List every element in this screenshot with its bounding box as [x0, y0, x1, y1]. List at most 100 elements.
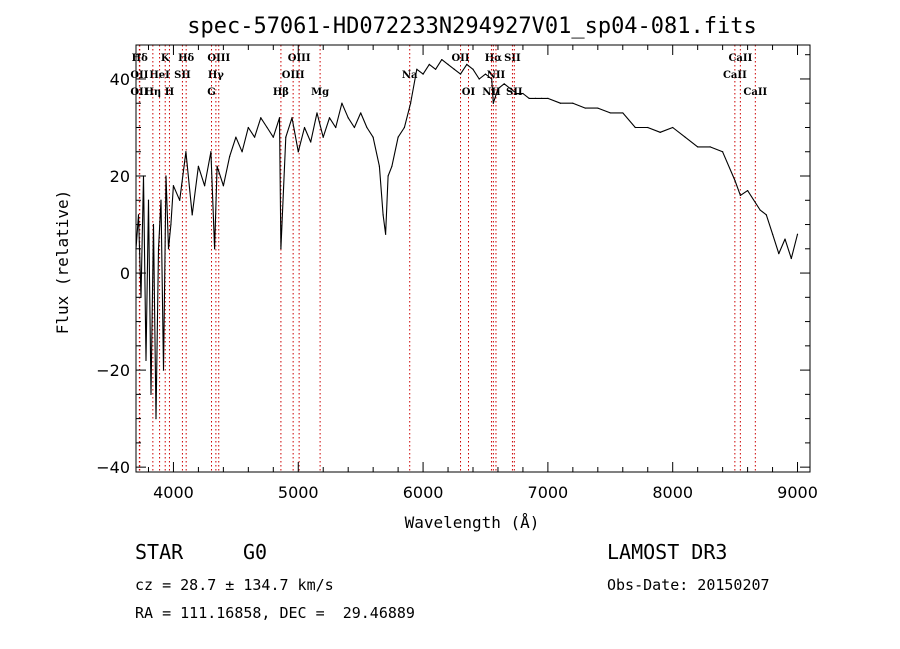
spectrum-point: [778, 253, 780, 255]
spectral-line-label: OIII: [207, 53, 230, 64]
spectral-line-label: Hδ: [132, 53, 148, 64]
spectrum-point: [297, 151, 299, 153]
spectral-line-label: OII: [130, 70, 148, 81]
x-tick-label: 8000: [652, 483, 693, 502]
spectrum-point: [167, 248, 170, 250]
spectrum-point: [341, 102, 343, 104]
spectrum-point: [609, 112, 611, 114]
spectrum-point: [285, 136, 287, 138]
spectrum-point: [784, 238, 786, 240]
spectral-line-label: NII: [487, 70, 506, 81]
spectral-line-label: Na: [402, 70, 418, 81]
spectrum-point: [634, 126, 636, 129]
spectrum-point: [409, 102, 412, 104]
spectrum-point: [659, 131, 661, 133]
spectrum-point: [137, 214, 140, 216]
spectrum-point: [382, 214, 384, 216]
spectrum-point: [790, 257, 792, 260]
spectrum-point: [541, 97, 543, 99]
spectrum-point: [622, 112, 624, 114]
spectrum-point: [559, 102, 561, 104]
survey-name: LAMOST DR3: [607, 540, 728, 564]
spectrum-point: [310, 141, 312, 143]
chart-title: spec-57061-HD072233N294927V01_sp04-081.f…: [187, 14, 757, 39]
spectrum-point: [170, 223, 172, 226]
spectrum-point: [214, 248, 216, 250]
spectrum-point: [397, 136, 399, 138]
spectrum-point: [347, 117, 349, 119]
spectrum-point: [534, 97, 537, 99]
spectrum-point: [353, 126, 356, 129]
spectrum-point: [216, 165, 218, 167]
coordinates: RA = 111.16858, DEC = 29.46889: [135, 604, 415, 622]
spectrum-point: [584, 107, 586, 109]
spectrum-point: [253, 136, 256, 138]
spectrum-point: [185, 151, 187, 153]
spectral-subclass: G0: [243, 540, 268, 564]
spectrum-point: [266, 126, 268, 129]
spectrum-point: [472, 68, 474, 70]
spectrum-point: [291, 117, 293, 119]
spectrum-point: [160, 199, 162, 201]
spectral-line-label: CaII: [723, 70, 747, 81]
spectrum-point: [387, 175, 389, 177]
spectrum-point: [516, 92, 518, 95]
spectrum-point: [484, 73, 487, 75]
spectrum-point: [385, 233, 387, 235]
x-tick-label: 4000: [153, 483, 194, 502]
y-tick-label: 40: [110, 70, 130, 89]
y-axis: −40 −20 0 20 40: [96, 54, 810, 477]
spectral-line-label: OIII: [282, 70, 305, 81]
spectrum-point: [734, 180, 736, 182]
spectrum-point: [204, 185, 206, 187]
spectral-line-label: Hβ: [273, 87, 289, 98]
spectrum-point: [647, 126, 649, 129]
spectrum-point: [684, 136, 686, 138]
spectrum-point: [509, 88, 512, 90]
y-axis-label: Flux (relative): [53, 190, 72, 335]
spectrum-point: [303, 126, 306, 129]
spectrum-point: [572, 102, 574, 104]
spectrum-point: [466, 63, 468, 66]
spectrum-point: [272, 136, 274, 138]
spectrum-point: [441, 58, 443, 61]
spectrum-point: [378, 165, 380, 167]
spectrum-point: [165, 175, 167, 177]
spectrum-point: [422, 73, 424, 75]
spectral-line-label: G: [207, 87, 216, 98]
spectrum-point: [434, 68, 437, 70]
spectrum-point: [697, 146, 699, 148]
spectrum-point: [528, 97, 530, 99]
spectrum-point: [722, 151, 724, 153]
spectral-line-label: Hδ: [178, 53, 194, 64]
object-class: STAR: [135, 540, 184, 564]
spectral-line-label: H: [165, 87, 174, 98]
spectrum-point: [478, 78, 480, 80]
spectrum-point: [771, 233, 774, 235]
y-tick-label: −20: [96, 361, 130, 380]
spectral-line-label: OII: [451, 53, 469, 64]
spectrum-point: [403, 126, 405, 129]
spectrum-point: [241, 151, 243, 153]
spectrum-series: [135, 58, 799, 420]
y-tick-label: 20: [110, 167, 130, 186]
spectrum-point: [157, 248, 160, 250]
spectrum-point: [428, 63, 430, 66]
spectrum-point: [491, 78, 493, 80]
spectrum-point: [759, 209, 761, 211]
spectrum-point: [150, 393, 152, 395]
spectral-line-label: NII: [482, 87, 501, 98]
spectrum-point: [247, 126, 249, 129]
obs-date: Obs-Date: 20150207: [607, 576, 770, 594]
spectrum-point: [172, 185, 175, 187]
spectrum-point: [335, 126, 337, 129]
spectrum-point: [155, 418, 157, 420]
spectrum-point: [447, 63, 449, 66]
x-tick-label: 9000: [777, 483, 818, 502]
x-tick-label: 7000: [528, 483, 569, 502]
spectrum-point: [459, 73, 462, 75]
spectrum-point: [453, 68, 455, 70]
spectrum-point: [522, 92, 524, 95]
spectral-line-label: Mg: [311, 87, 329, 98]
